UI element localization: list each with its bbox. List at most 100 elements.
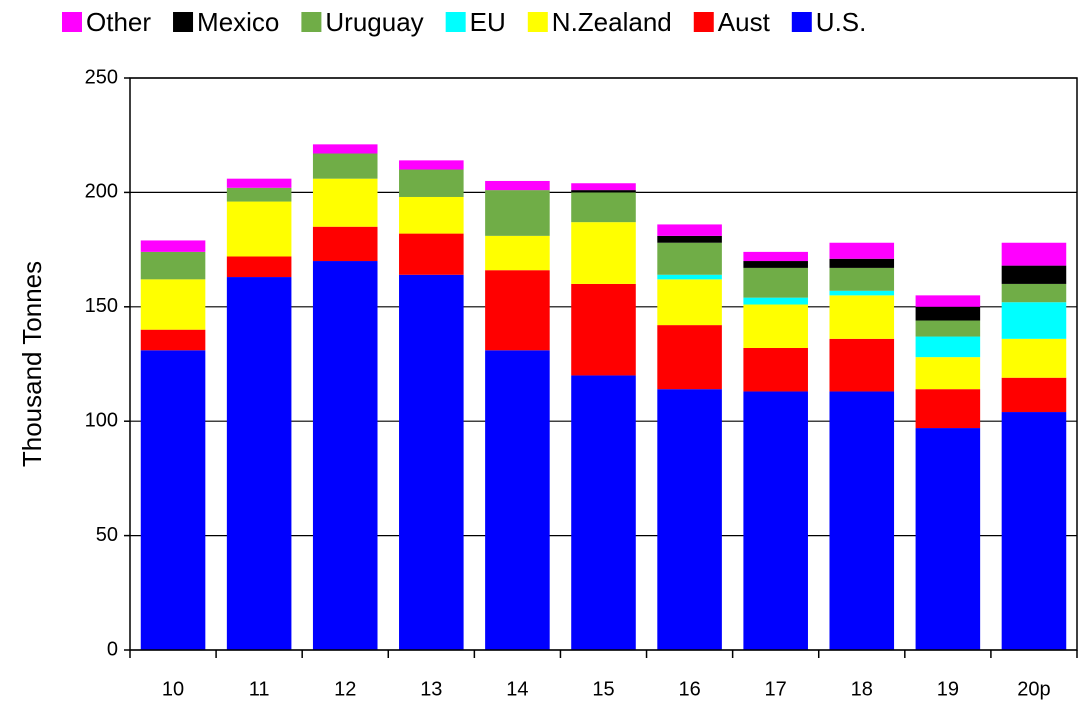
bar-segment [140,329,206,351]
bar-segment [140,251,206,280]
x-tick-label: 18 [851,678,873,700]
bar-segment [657,274,722,280]
bar-segment [657,235,722,243]
bar-segment [485,350,550,650]
bar-segment [399,233,464,275]
bar-segment [399,196,464,234]
bar-segment [915,295,981,307]
bar-segment [743,391,808,650]
bar-segment [571,183,636,191]
bar-segment [140,240,206,252]
bar-segment [312,178,378,227]
bar-segment [915,357,981,390]
bar-segment [571,222,636,284]
legend-swatch [791,12,812,32]
legend-swatch [445,12,466,32]
bar-segment [743,261,808,268]
bar-segment [312,153,378,179]
bar-segment [312,226,378,262]
bar-segment [399,274,464,650]
x-tick-label: 19 [937,678,959,700]
bar-segment [829,242,895,259]
bar-segment [915,389,981,429]
bar-segment [829,391,895,650]
y-tick-label: 250 [85,66,118,88]
bar-segment [485,180,550,191]
bar-segment [226,178,292,188]
legend-label: N.Zealand [552,7,672,37]
bar-segment [915,306,981,321]
legend-swatch [301,12,322,32]
legend-swatch [527,12,548,32]
bar-segment [140,350,206,650]
y-axis-title: Thousand Tonnes [17,261,47,467]
legend-label: Aust [718,7,771,37]
bar-segment [226,256,292,278]
bar-segment [485,190,550,236]
legend-swatch [62,12,82,32]
y-tick-label: 150 [85,295,118,317]
bar-segment [312,261,378,650]
bar-segment [226,277,292,650]
bar-segment [140,279,206,330]
plot-frame [129,77,1078,651]
bar-segment [915,336,981,358]
x-tick-label: 10 [162,678,184,700]
bar-segment [485,235,550,271]
bar-segment [399,160,464,170]
bar-segment [1001,242,1067,266]
bar-segment [657,389,722,650]
legend-label: Other [86,7,151,37]
bar-segment [571,192,636,223]
bar-segment [743,304,808,348]
bar-segment [829,267,895,291]
bar-segment [657,325,722,390]
bar-segment [1001,338,1067,378]
x-tick-label: 15 [592,678,614,700]
bar-segment [743,347,808,392]
bar-segment [571,375,636,650]
x-tick-label: 11 [249,678,270,700]
bar-segment [226,201,292,257]
bar-segment [312,144,378,154]
x-tick-label: 13 [420,678,442,700]
y-tick-label: 50 [96,524,118,546]
bar-segment [657,279,722,326]
bar-segment [829,258,895,268]
x-tick-label: 12 [334,678,356,700]
legend-label: Mexico [197,7,279,37]
x-tick-label: 16 [678,678,700,700]
legend-swatch [693,12,714,32]
bar-segment [485,270,550,351]
y-tick-label: 100 [85,409,118,431]
bar-segment [1001,377,1067,413]
legend-label: U.S. [816,7,867,37]
bar-segment [1001,302,1067,339]
y-tick-label: 200 [85,181,118,203]
legend-swatch [173,12,194,32]
bar-segment [743,267,808,298]
bar-segment [1001,412,1067,650]
bar-segment [915,428,981,650]
bar-segment [657,224,722,236]
bar-segment [571,283,636,376]
legend-label: EU [470,7,506,37]
x-tick-label: 17 [765,678,787,700]
x-tick-label: 20p [1017,678,1050,700]
bar-segment [571,190,636,193]
bar-segment [829,295,895,339]
y-tick-label: 0 [107,638,118,660]
bar-segment [226,187,292,202]
bar-segment [1001,283,1067,303]
bar-segment [829,338,895,392]
bar-segment [915,320,981,337]
bar-segment [1001,265,1067,284]
bar-segment [829,290,895,296]
bar-segment [399,169,464,197]
bar-segment [743,251,808,262]
legend-label: Uruguay [325,7,423,37]
bar-segment [657,242,722,275]
x-tick-label: 14 [506,678,528,700]
bar-segment [743,297,808,305]
